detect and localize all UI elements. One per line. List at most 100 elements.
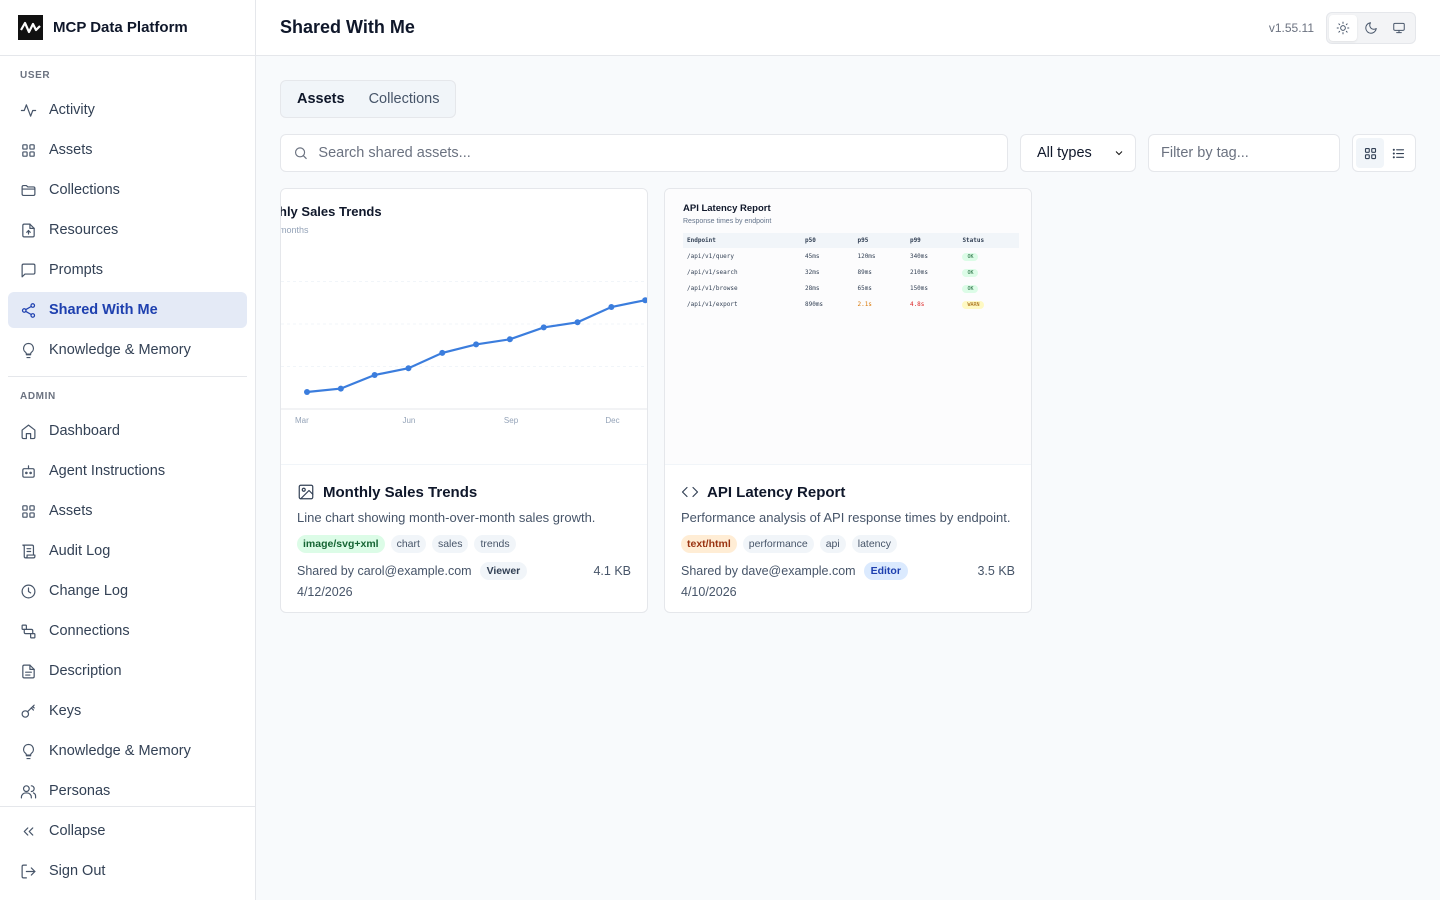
latency-table: Endpoint p50 p95 p99 Status /api/v1/query 45m… bbox=[683, 233, 1019, 312]
page-header: Shared With Me v1.55.11 bbox=[256, 0, 1440, 56]
data-point bbox=[506, 336, 513, 343]
sidebar-item-shared-with-me[interactable]: Shared With Me bbox=[8, 292, 247, 328]
table-cell: OK bbox=[958, 264, 1019, 280]
tag-chip[interactable]: api bbox=[819, 535, 846, 553]
tab-collections[interactable]: Collections bbox=[368, 91, 440, 107]
type-select[interactable]: All types bbox=[1020, 134, 1136, 172]
card-meta: Shared by dave@example.com Editor 3.5 KB bbox=[681, 561, 1015, 581]
grid-view-button[interactable] bbox=[1356, 138, 1384, 168]
shared-by: Shared by carol@example.com bbox=[297, 564, 472, 578]
data-point bbox=[337, 385, 344, 392]
table-cell: 45ms bbox=[801, 248, 853, 264]
sidebar-item-dashboard[interactable]: Dashboard bbox=[8, 413, 247, 449]
table-cell: OK bbox=[958, 280, 1019, 296]
collapse-button[interactable]: Collapse bbox=[8, 813, 247, 849]
share-icon bbox=[21, 302, 36, 318]
theme-dark-button[interactable] bbox=[1357, 15, 1385, 41]
mime-badge: text/html bbox=[681, 535, 737, 553]
tab-list: Assets Collections bbox=[280, 80, 457, 118]
brand[interactable]: MCP Data Platform bbox=[0, 0, 255, 56]
sidebar-item-assets[interactable]: Assets bbox=[8, 493, 247, 529]
card-title-text: API Latency Report bbox=[707, 483, 846, 501]
sidebar-item-connections[interactable]: Connections bbox=[8, 613, 247, 649]
asset-card[interactable]: API Latency Report Response times by end… bbox=[664, 188, 1032, 613]
tag-chip[interactable]: latency bbox=[851, 535, 898, 553]
column-header: p95 bbox=[853, 233, 906, 248]
sidebar-item-label: Personas bbox=[49, 783, 111, 799]
key-icon bbox=[21, 704, 35, 718]
tag-chip[interactable]: chart bbox=[390, 535, 426, 553]
table-row: /api/v1/search 32ms 89ms 210ms OK bbox=[683, 264, 1019, 280]
sidebar-item-knowledge-memory[interactable]: Knowledge & Memory bbox=[8, 733, 247, 769]
role-badge: Editor bbox=[863, 562, 908, 580]
sidebar-item-personas[interactable]: Personas bbox=[8, 773, 247, 809]
list-view-button[interactable] bbox=[1384, 138, 1412, 168]
tag-chip[interactable]: performance bbox=[742, 535, 814, 553]
sidebar-item-label: Agent Instructions bbox=[49, 463, 166, 479]
search-input[interactable] bbox=[318, 145, 995, 161]
status-badge: OK bbox=[962, 252, 979, 261]
tag-chip[interactable]: trends bbox=[474, 535, 516, 553]
chart-subtitle: months bbox=[281, 225, 309, 235]
x-tick-label: Sep bbox=[504, 416, 519, 425]
sidebar-item-label: Activity bbox=[49, 102, 95, 118]
sidebar-item-agent-instructions[interactable]: Agent Instructions bbox=[8, 453, 247, 489]
tag-filter-input[interactable] bbox=[1161, 145, 1327, 161]
filter-toolbar: All types bbox=[280, 134, 1416, 172]
sidebar-item-prompts[interactable]: Prompts bbox=[8, 252, 247, 288]
report-subtitle: Response times by endpoint bbox=[683, 218, 772, 225]
asset-preview: API Latency Report Response times by end… bbox=[665, 189, 1031, 465]
card-title[interactable]: Monthly Sales Trends bbox=[297, 481, 631, 503]
sidebar-item-label: Connections bbox=[49, 623, 130, 639]
cell-value: /api/v1/query bbox=[687, 252, 734, 260]
shared-date: 4/12/2026 bbox=[297, 585, 353, 599]
column-header: Status bbox=[958, 233, 1019, 248]
sidebar-item-audit-log[interactable]: Audit Log bbox=[8, 533, 247, 569]
page-title: Shared With Me bbox=[280, 17, 415, 37]
sign-out-button[interactable]: Sign Out bbox=[8, 853, 247, 889]
cell-value: /api/v1/search bbox=[687, 268, 738, 276]
card-title[interactable]: API Latency Report bbox=[681, 481, 1015, 503]
sidebar-item-activity[interactable]: Activity bbox=[8, 92, 247, 128]
table-cell: 4.8s bbox=[906, 296, 958, 312]
type-select-value: All types bbox=[1037, 145, 1092, 161]
sidebar-item-label: Prompts bbox=[49, 262, 103, 278]
theme-light-button[interactable] bbox=[1329, 14, 1357, 41]
user-nav: Activity Assets Collections Resources Prompt… bbox=[0, 92, 255, 368]
app-title: MCP Data Platform bbox=[53, 19, 188, 36]
tag-chip[interactable]: sales bbox=[431, 535, 469, 553]
logo-icon bbox=[18, 15, 43, 40]
file-icon bbox=[22, 223, 35, 237]
monitor-icon bbox=[1393, 22, 1405, 33]
data-point bbox=[540, 324, 547, 331]
sidebar-item-description[interactable]: Description bbox=[8, 653, 247, 689]
data-point bbox=[473, 341, 480, 348]
sidebar-item-knowledge-memory[interactable]: Knowledge & Memory bbox=[8, 332, 247, 368]
cell-value: 120ms bbox=[857, 252, 876, 260]
table-cell: /api/v1/query bbox=[683, 248, 801, 264]
cell-value: 89ms bbox=[857, 268, 872, 276]
cell-value: 28ms bbox=[804, 284, 820, 292]
card-meta: Shared by carol@example.com Viewer 4.1 K… bbox=[297, 561, 631, 581]
sidebar-item-collections[interactable]: Collections bbox=[8, 172, 247, 208]
sidebar: MCP Data Platform USER Activity Assets Col… bbox=[0, 0, 256, 900]
asset-card[interactable]: hly Sales Trends months Mar Jun Sep Dec Mon… bbox=[280, 188, 648, 613]
chevrons-left-icon bbox=[23, 826, 34, 836]
grid-icon bbox=[1364, 147, 1376, 159]
file-size: 4.1 KB bbox=[593, 564, 631, 578]
theme-system-button[interactable] bbox=[1385, 15, 1413, 41]
divider bbox=[8, 376, 247, 377]
table-cell: /api/v1/browse bbox=[683, 280, 801, 296]
table-cell: 890ms bbox=[801, 296, 853, 312]
sidebar-item-resources[interactable]: Resources bbox=[8, 212, 247, 248]
sidebar-item-change-log[interactable]: Change Log bbox=[8, 573, 247, 609]
sidebar-item-keys[interactable]: Keys bbox=[8, 693, 247, 729]
tab-assets[interactable]: Assets bbox=[285, 85, 357, 113]
sidebar-footer: Collapse Sign Out bbox=[0, 806, 255, 900]
table-cell: 340ms bbox=[906, 248, 958, 264]
search-box bbox=[280, 134, 1008, 172]
table-row: /api/v1/browse 28ms 65ms 150ms OK bbox=[683, 280, 1019, 296]
sidebar-item-assets[interactable]: Assets bbox=[8, 132, 247, 168]
cell-value: 890ms bbox=[804, 300, 824, 308]
main-content: Assets Collections All types bbox=[256, 56, 1440, 900]
